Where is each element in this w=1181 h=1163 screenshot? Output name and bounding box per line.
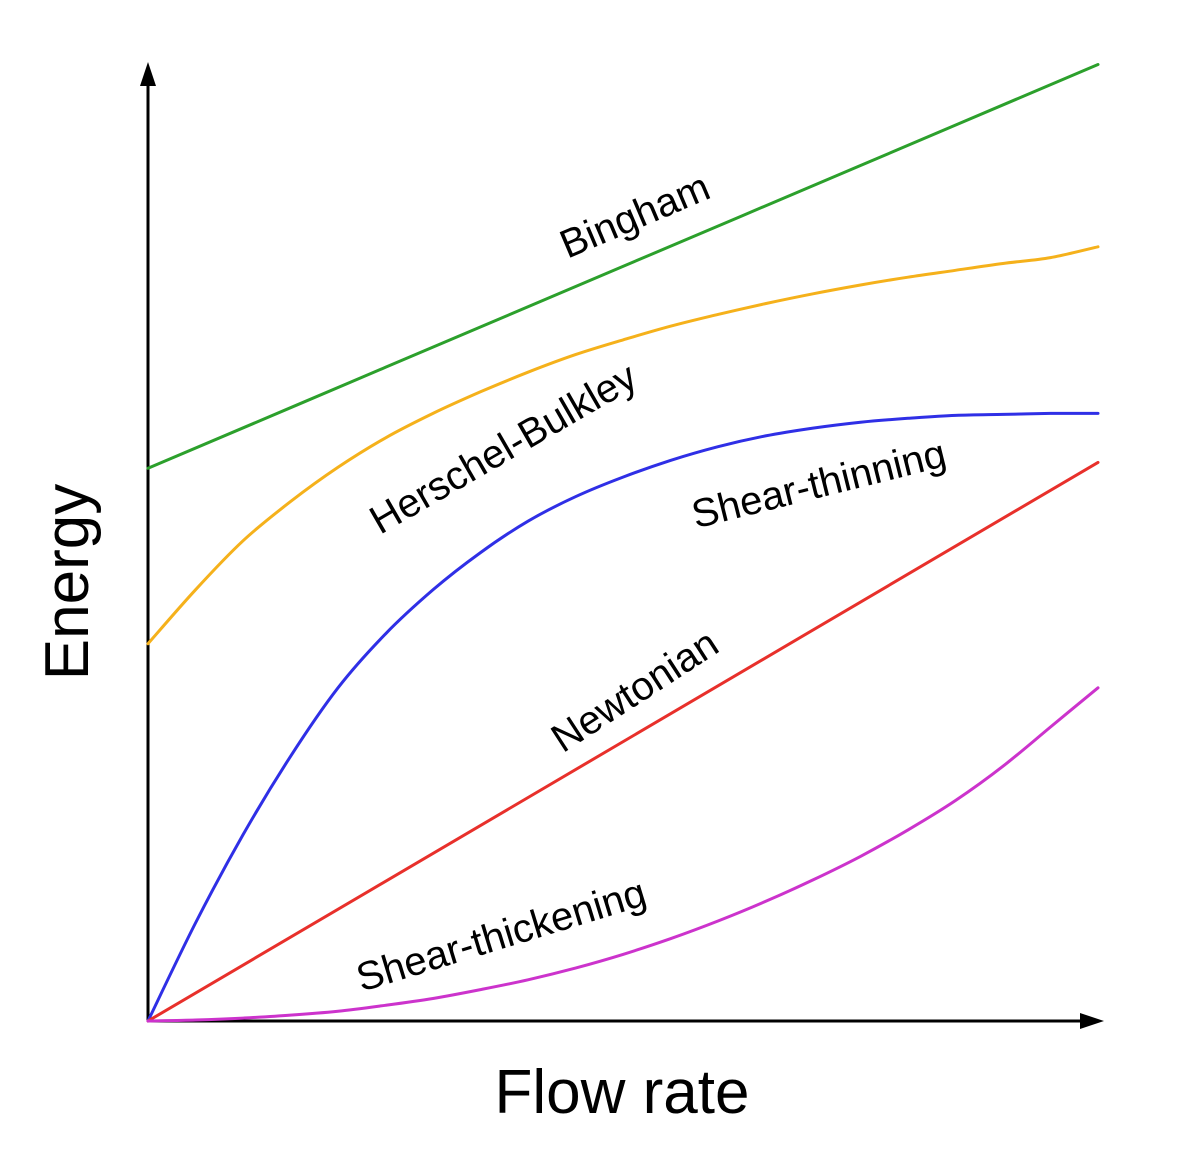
series-line-newtonian	[146, 460, 1100, 1023]
y-axis-title: Energy	[33, 484, 102, 680]
curves	[146, 63, 1100, 1023]
labels: Flow rate Energy Bingham Herschel-Bulkle…	[33, 165, 950, 1127]
y-axis-arrow-icon	[140, 62, 156, 86]
series-line-herschel-bulkley	[146, 245, 1100, 646]
series-label-bingham: Bingham	[554, 165, 717, 267]
x-axis-arrow-icon	[1080, 1013, 1104, 1029]
series-label-shear-thinning: Shear-thinning	[687, 432, 950, 538]
series-label-shear-thickening: Shear-thickening	[351, 871, 651, 1001]
series-line-shear-thickening	[146, 686, 1100, 1023]
axes	[140, 62, 1104, 1029]
series-line-shear-thinning	[146, 411, 1100, 1023]
x-axis-title: Flow rate	[495, 1058, 750, 1127]
series-label-newtonian: Newtonian	[544, 621, 726, 761]
series-line-bingham	[146, 63, 1100, 470]
